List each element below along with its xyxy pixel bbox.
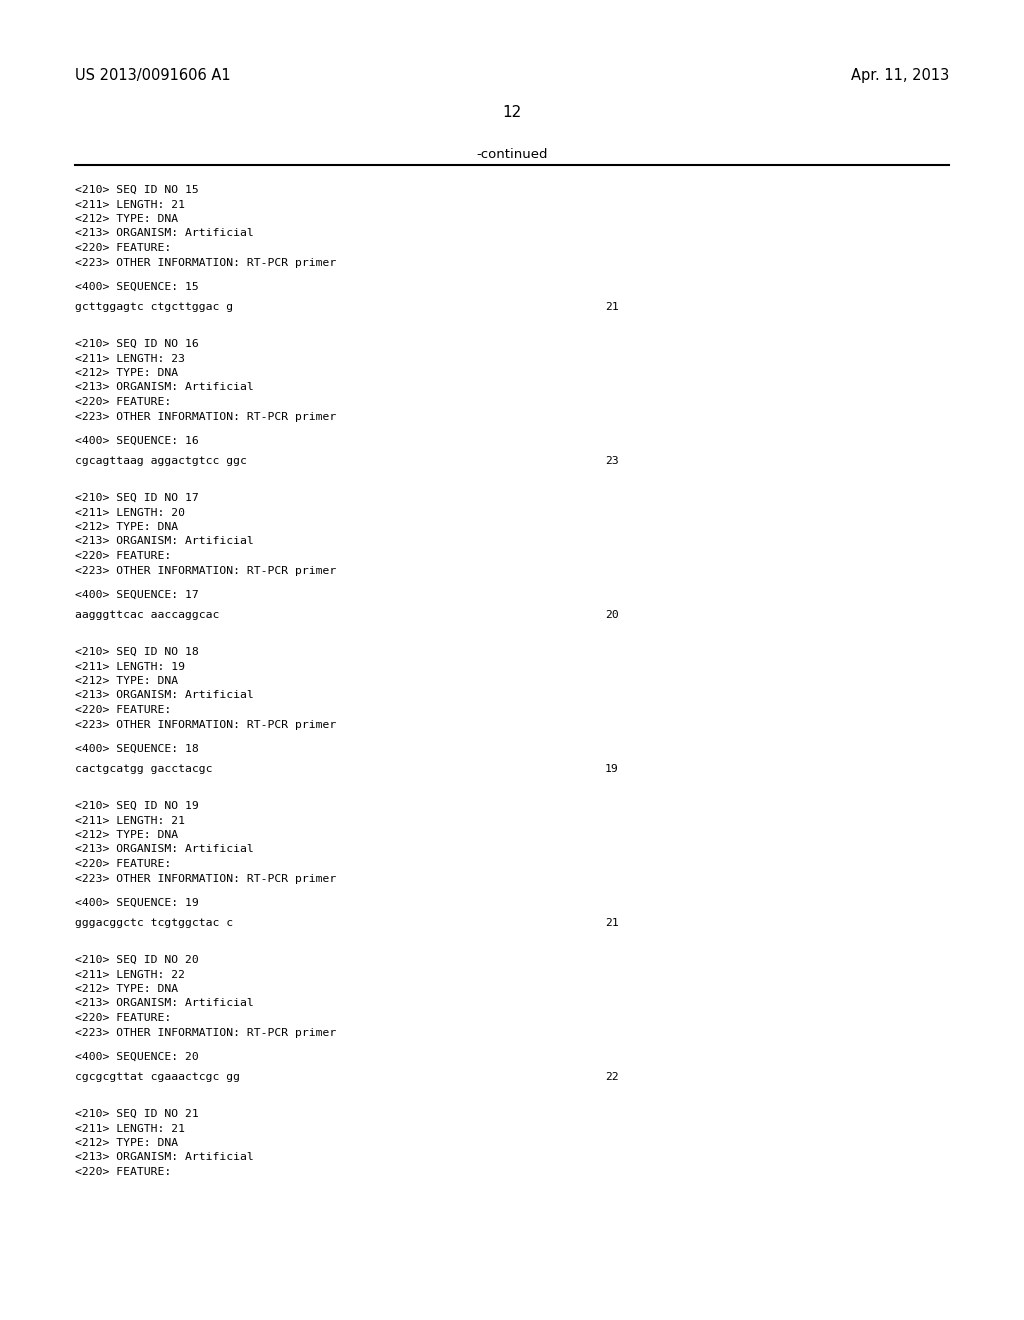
Text: <400> SEQUENCE: 20: <400> SEQUENCE: 20 (75, 1052, 199, 1063)
Text: <223> OTHER INFORMATION: RT-PCR primer: <223> OTHER INFORMATION: RT-PCR primer (75, 1027, 336, 1038)
Text: <211> LENGTH: 20: <211> LENGTH: 20 (75, 507, 185, 517)
Text: 19: 19 (605, 764, 618, 775)
Text: <223> OTHER INFORMATION: RT-PCR primer: <223> OTHER INFORMATION: RT-PCR primer (75, 719, 336, 730)
Text: <212> TYPE: DNA: <212> TYPE: DNA (75, 983, 178, 994)
Text: gggacggctc tcgtggctac c: gggacggctc tcgtggctac c (75, 919, 233, 928)
Text: <220> FEATURE:: <220> FEATURE: (75, 550, 171, 561)
Text: cgcagttaag aggactgtcc ggc: cgcagttaag aggactgtcc ggc (75, 457, 247, 466)
Text: <210> SEQ ID NO 17: <210> SEQ ID NO 17 (75, 492, 199, 503)
Text: <213> ORGANISM: Artificial: <213> ORGANISM: Artificial (75, 536, 254, 546)
Text: <220> FEATURE:: <220> FEATURE: (75, 397, 171, 407)
Text: <400> SEQUENCE: 19: <400> SEQUENCE: 19 (75, 898, 199, 908)
Text: <220> FEATURE:: <220> FEATURE: (75, 1167, 171, 1177)
Text: <211> LENGTH: 22: <211> LENGTH: 22 (75, 969, 185, 979)
Text: US 2013/0091606 A1: US 2013/0091606 A1 (75, 69, 230, 83)
Text: <210> SEQ ID NO 21: <210> SEQ ID NO 21 (75, 1109, 199, 1119)
Text: <212> TYPE: DNA: <212> TYPE: DNA (75, 214, 178, 224)
Text: cactgcatgg gacctacgc: cactgcatgg gacctacgc (75, 764, 213, 775)
Text: <212> TYPE: DNA: <212> TYPE: DNA (75, 830, 178, 840)
Text: 20: 20 (605, 610, 618, 620)
Text: <223> OTHER INFORMATION: RT-PCR primer: <223> OTHER INFORMATION: RT-PCR primer (75, 257, 336, 268)
Text: <213> ORGANISM: Artificial: <213> ORGANISM: Artificial (75, 1152, 254, 1163)
Text: <212> TYPE: DNA: <212> TYPE: DNA (75, 521, 178, 532)
Text: <400> SEQUENCE: 17: <400> SEQUENCE: 17 (75, 590, 199, 601)
Text: 22: 22 (605, 1072, 618, 1082)
Text: Apr. 11, 2013: Apr. 11, 2013 (851, 69, 949, 83)
Text: <211> LENGTH: 19: <211> LENGTH: 19 (75, 661, 185, 672)
Text: <210> SEQ ID NO 19: <210> SEQ ID NO 19 (75, 801, 199, 810)
Text: <210> SEQ ID NO 18: <210> SEQ ID NO 18 (75, 647, 199, 657)
Text: <223> OTHER INFORMATION: RT-PCR primer: <223> OTHER INFORMATION: RT-PCR primer (75, 412, 336, 421)
Text: <223> OTHER INFORMATION: RT-PCR primer: <223> OTHER INFORMATION: RT-PCR primer (75, 565, 336, 576)
Text: <213> ORGANISM: Artificial: <213> ORGANISM: Artificial (75, 690, 254, 701)
Text: aagggttcac aaccaggcac: aagggttcac aaccaggcac (75, 610, 219, 620)
Text: cgcgcgttat cgaaactcgc gg: cgcgcgttat cgaaactcgc gg (75, 1072, 240, 1082)
Text: <400> SEQUENCE: 15: <400> SEQUENCE: 15 (75, 282, 199, 292)
Text: <210> SEQ ID NO 15: <210> SEQ ID NO 15 (75, 185, 199, 195)
Text: 23: 23 (605, 457, 618, 466)
Text: <220> FEATURE:: <220> FEATURE: (75, 243, 171, 253)
Text: 12: 12 (503, 106, 521, 120)
Text: -continued: -continued (476, 148, 548, 161)
Text: <400> SEQUENCE: 18: <400> SEQUENCE: 18 (75, 744, 199, 754)
Text: <211> LENGTH: 23: <211> LENGTH: 23 (75, 354, 185, 363)
Text: <212> TYPE: DNA: <212> TYPE: DNA (75, 1138, 178, 1148)
Text: <220> FEATURE:: <220> FEATURE: (75, 859, 171, 869)
Text: gcttggagtc ctgcttggac g: gcttggagtc ctgcttggac g (75, 302, 233, 313)
Text: <211> LENGTH: 21: <211> LENGTH: 21 (75, 1123, 185, 1134)
Text: 21: 21 (605, 919, 618, 928)
Text: <212> TYPE: DNA: <212> TYPE: DNA (75, 368, 178, 378)
Text: <213> ORGANISM: Artificial: <213> ORGANISM: Artificial (75, 845, 254, 854)
Text: <223> OTHER INFORMATION: RT-PCR primer: <223> OTHER INFORMATION: RT-PCR primer (75, 874, 336, 883)
Text: <210> SEQ ID NO 16: <210> SEQ ID NO 16 (75, 339, 199, 348)
Text: 21: 21 (605, 302, 618, 313)
Text: <211> LENGTH: 21: <211> LENGTH: 21 (75, 816, 185, 825)
Text: <210> SEQ ID NO 20: <210> SEQ ID NO 20 (75, 954, 199, 965)
Text: <213> ORGANISM: Artificial: <213> ORGANISM: Artificial (75, 228, 254, 239)
Text: <220> FEATURE:: <220> FEATURE: (75, 1012, 171, 1023)
Text: <213> ORGANISM: Artificial: <213> ORGANISM: Artificial (75, 998, 254, 1008)
Text: <212> TYPE: DNA: <212> TYPE: DNA (75, 676, 178, 686)
Text: <400> SEQUENCE: 16: <400> SEQUENCE: 16 (75, 436, 199, 446)
Text: <211> LENGTH: 21: <211> LENGTH: 21 (75, 199, 185, 210)
Text: <213> ORGANISM: Artificial: <213> ORGANISM: Artificial (75, 383, 254, 392)
Text: <220> FEATURE:: <220> FEATURE: (75, 705, 171, 715)
